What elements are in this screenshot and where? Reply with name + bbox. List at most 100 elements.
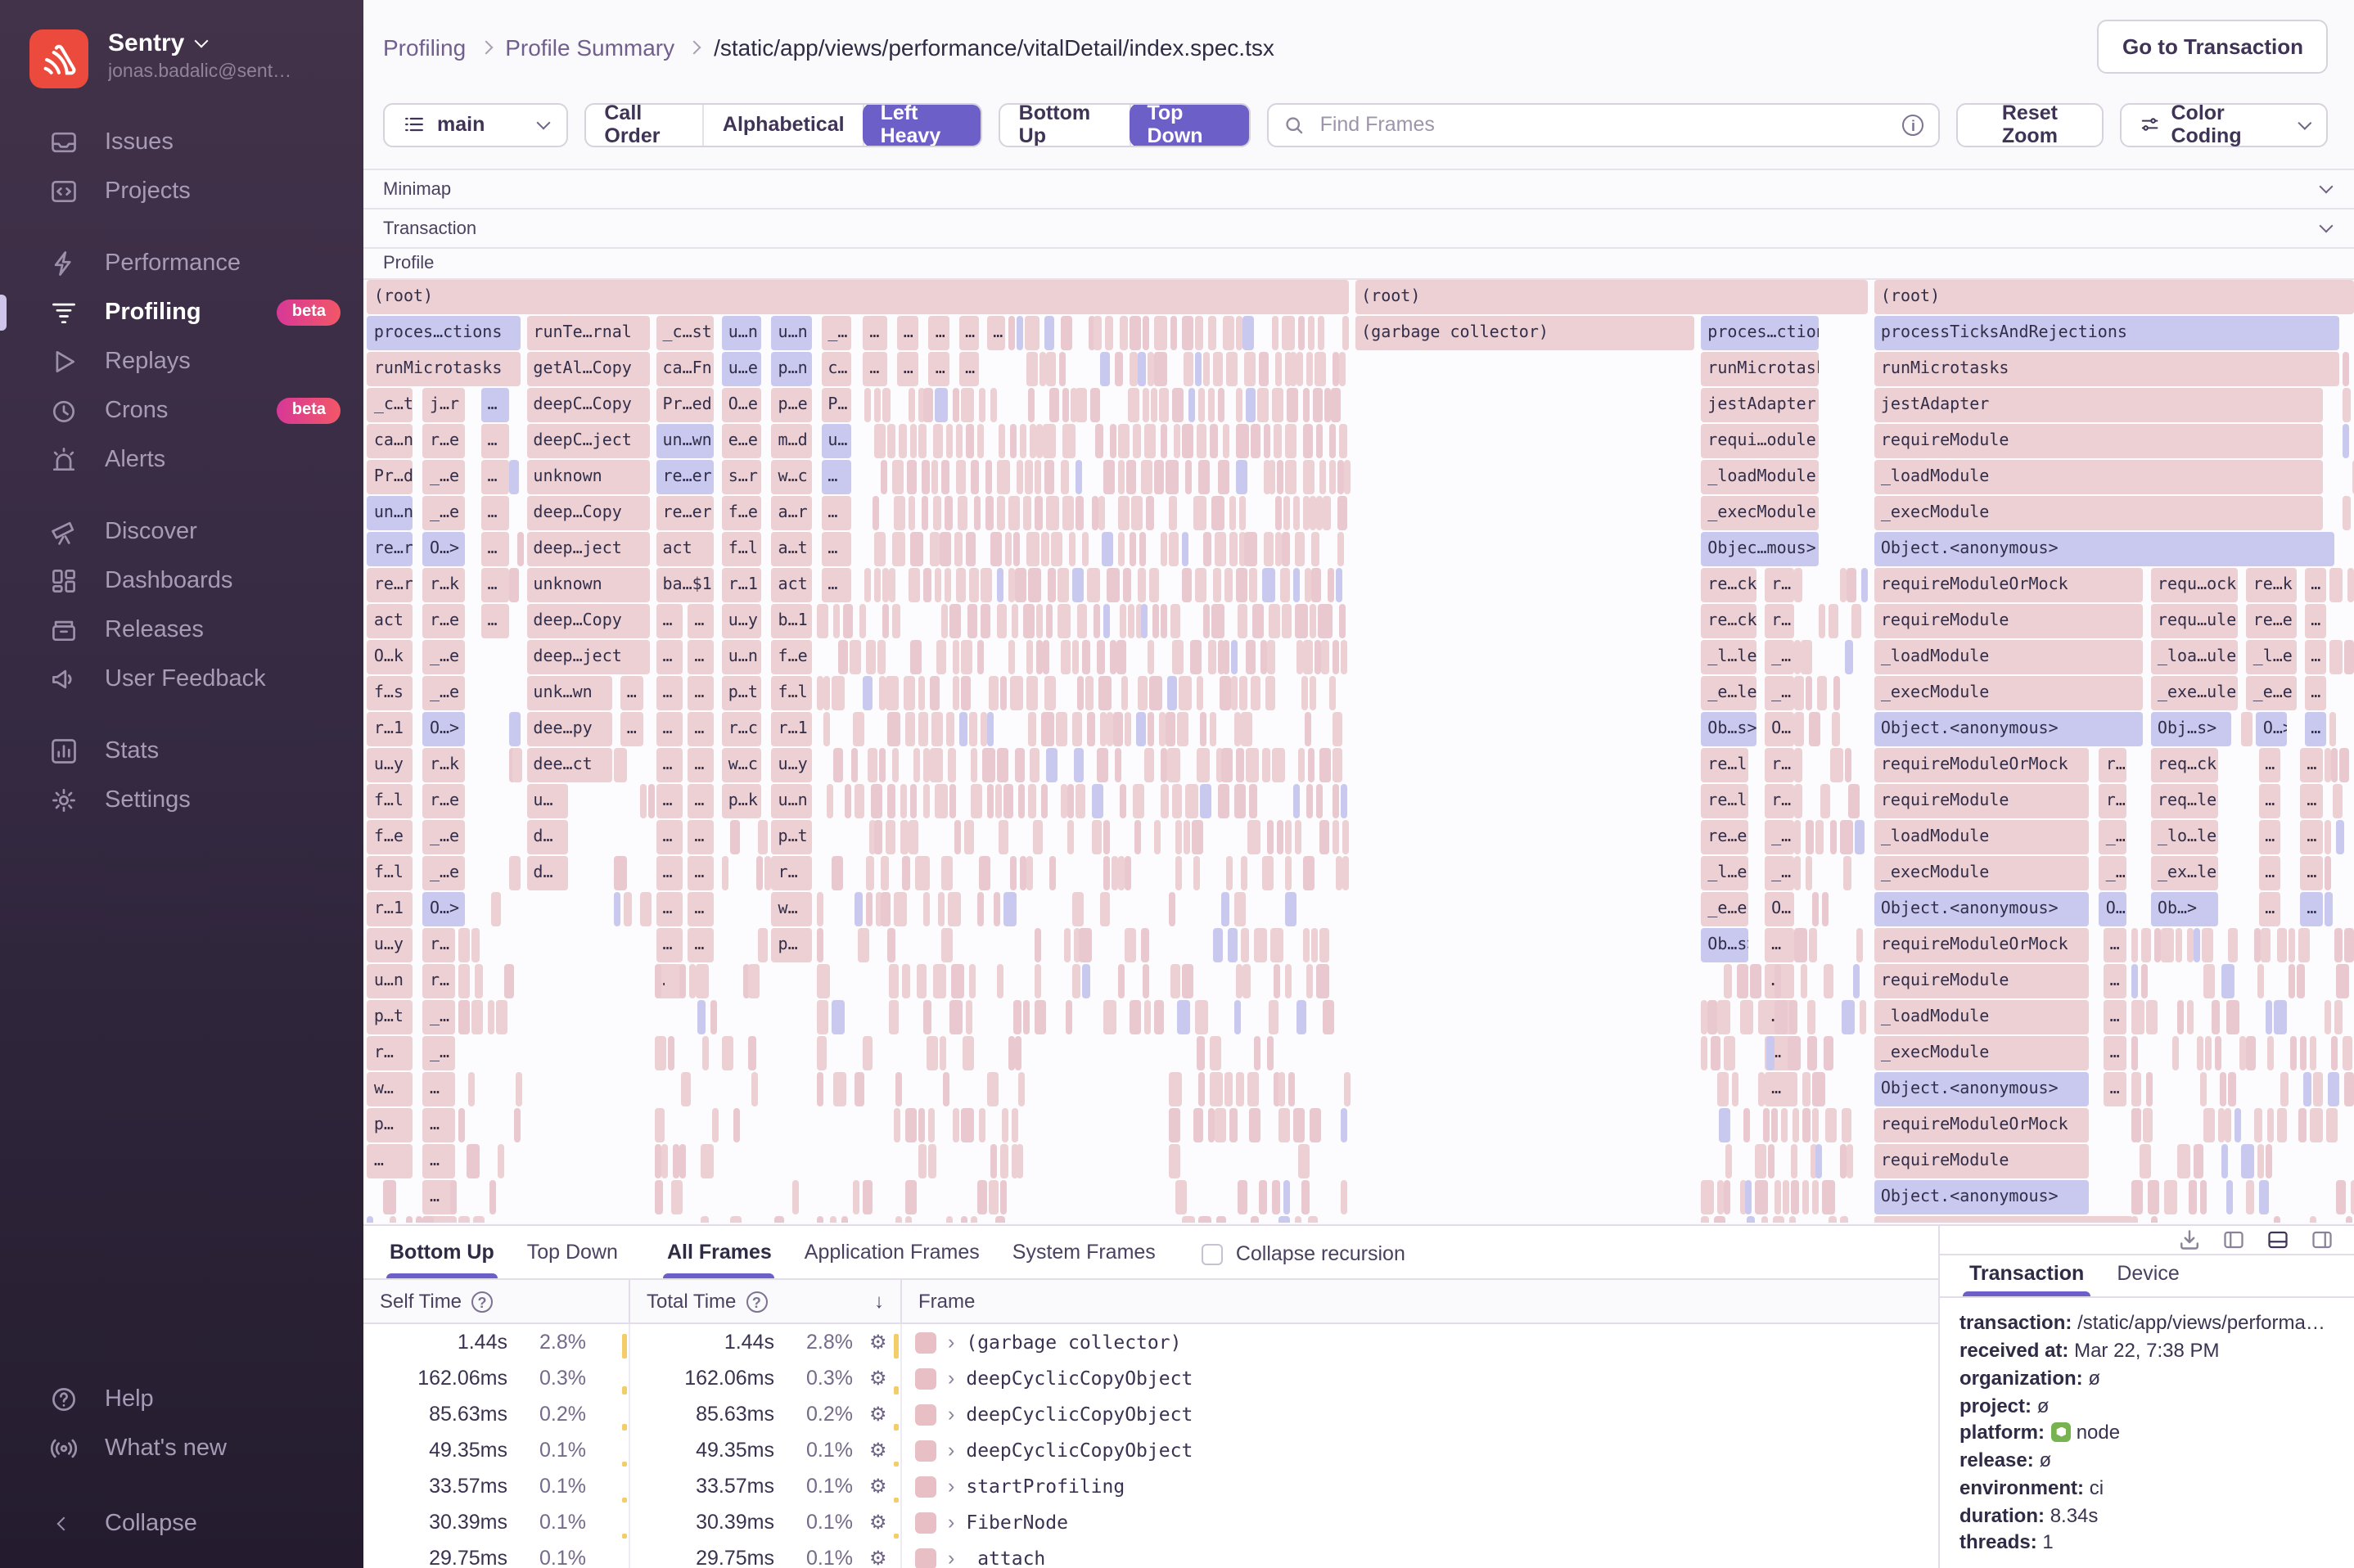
flame-frame[interactable] bbox=[1323, 496, 1332, 530]
flame-frame[interactable] bbox=[2131, 1108, 2138, 1142]
flame-frame[interactable] bbox=[1768, 1144, 1775, 1178]
flame-frame[interactable] bbox=[1173, 424, 1180, 458]
flame-frame[interactable]: … bbox=[2258, 820, 2280, 854]
flame-frame[interactable]: … bbox=[656, 892, 683, 926]
flame-frame[interactable] bbox=[977, 640, 985, 674]
flame-frame[interactable] bbox=[1003, 784, 1013, 818]
flame-frame[interactable] bbox=[1701, 1180, 1714, 1214]
flame-frame[interactable] bbox=[1278, 1108, 1290, 1142]
flame-frame[interactable]: dee…ct bbox=[526, 748, 612, 782]
flame-frame[interactable] bbox=[639, 784, 647, 818]
flame-frame[interactable] bbox=[1207, 388, 1215, 422]
flame-frame[interactable] bbox=[1188, 388, 1196, 422]
flame-frame[interactable] bbox=[1181, 964, 1194, 998]
flame-frame[interactable] bbox=[614, 748, 628, 782]
flame-frame[interactable] bbox=[904, 1180, 917, 1214]
flame-frame[interactable] bbox=[817, 892, 824, 926]
flame-frame[interactable] bbox=[1220, 748, 1233, 782]
flame-frame[interactable] bbox=[995, 784, 1003, 818]
flame-frame[interactable] bbox=[1212, 352, 1223, 386]
flame-frame[interactable] bbox=[654, 1144, 661, 1178]
flame-frame[interactable] bbox=[1008, 568, 1016, 602]
flame-frame[interactable]: m…d bbox=[771, 424, 812, 458]
flame-frame[interactable]: O…> bbox=[422, 532, 465, 566]
flame-frame[interactable]: … bbox=[2304, 640, 2326, 674]
flame-frame[interactable] bbox=[2312, 1072, 2324, 1106]
flame-frame[interactable] bbox=[1310, 604, 1317, 638]
sidebar-item-user-feedback[interactable]: User Feedback bbox=[0, 655, 363, 704]
flame-frame[interactable] bbox=[2267, 1036, 2275, 1070]
flame-frame[interactable]: requireModule bbox=[1874, 604, 2144, 638]
flame-frame[interactable] bbox=[2335, 1180, 2347, 1214]
flame-frame[interactable] bbox=[832, 748, 843, 782]
flame-frame[interactable] bbox=[1058, 352, 1066, 386]
flame-frame[interactable] bbox=[1028, 784, 1037, 818]
flame-frame[interactable]: r…e bbox=[422, 604, 465, 638]
flame-frame[interactable] bbox=[491, 892, 502, 926]
flame-frame[interactable] bbox=[953, 676, 960, 710]
flame-frame[interactable] bbox=[2186, 928, 2194, 962]
flame-frame[interactable]: _…e bbox=[422, 640, 465, 674]
flame-frame[interactable] bbox=[1193, 856, 1200, 890]
flame-frame[interactable] bbox=[1140, 460, 1152, 494]
flame-frame[interactable]: p…k bbox=[721, 784, 762, 818]
flame-frame[interactable] bbox=[1316, 496, 1324, 530]
flame-frame[interactable] bbox=[1301, 1180, 1310, 1214]
flame-frame[interactable] bbox=[866, 856, 875, 890]
flame-frame[interactable] bbox=[495, 1000, 508, 1034]
flame-frame[interactable] bbox=[458, 1108, 466, 1142]
flame-frame[interactable]: O…> bbox=[2256, 712, 2287, 746]
flame-frame[interactable] bbox=[1281, 532, 1291, 566]
flame-frame[interactable] bbox=[1062, 424, 1076, 458]
flame-frame[interactable] bbox=[960, 388, 974, 422]
flame-frame[interactable]: u… bbox=[526, 784, 569, 818]
flame-frame[interactable]: _…e bbox=[422, 676, 465, 710]
flame-frame[interactable] bbox=[654, 1036, 667, 1070]
sort-left-heavy[interactable]: Left Heavy bbox=[862, 104, 981, 145]
flame-frame[interactable]: … bbox=[821, 568, 851, 602]
flame-frame[interactable] bbox=[1305, 568, 1312, 602]
flame-frame[interactable] bbox=[1118, 496, 1130, 530]
flame-frame[interactable] bbox=[1319, 460, 1327, 494]
flame-frame[interactable] bbox=[1014, 748, 1026, 782]
flame-frame[interactable] bbox=[1293, 496, 1301, 530]
flame-frame[interactable]: r…1 bbox=[721, 568, 762, 602]
flame-frame[interactable] bbox=[1315, 784, 1323, 818]
flame-frame[interactable] bbox=[471, 928, 480, 962]
flame-frame[interactable] bbox=[1829, 604, 1838, 638]
flame-frame[interactable] bbox=[998, 424, 1006, 458]
flame-frame[interactable] bbox=[1226, 352, 1238, 386]
flame-frame[interactable] bbox=[2346, 1216, 2353, 1223]
flame-frame[interactable] bbox=[873, 424, 886, 458]
flame-frame[interactable] bbox=[996, 460, 1003, 494]
expand-chevron-icon[interactable]: › bbox=[948, 1511, 955, 1534]
flame-frame[interactable] bbox=[891, 532, 905, 566]
flame-frame[interactable] bbox=[1141, 604, 1148, 638]
flame-frame[interactable] bbox=[1710, 1036, 1721, 1070]
tab-application-frames[interactable]: Application Frames bbox=[804, 1241, 980, 1264]
gear-icon[interactable]: ⚙ bbox=[869, 1511, 887, 1534]
flame-frame[interactable] bbox=[954, 820, 961, 854]
flame-frame[interactable] bbox=[909, 820, 918, 854]
flame-frame[interactable] bbox=[965, 424, 974, 458]
flame-frame[interactable]: … bbox=[821, 460, 851, 494]
section-transaction[interactable]: Transaction bbox=[363, 208, 2354, 247]
flame-frame[interactable] bbox=[1842, 856, 1851, 890]
flame-frame[interactable] bbox=[1195, 568, 1207, 602]
flame-frame[interactable] bbox=[1119, 784, 1127, 818]
flame-frame[interactable]: _… bbox=[422, 1000, 455, 1034]
flame-frame[interactable]: Pr…ed bbox=[656, 388, 714, 422]
flame-frame[interactable] bbox=[1103, 1000, 1116, 1034]
flame-frame[interactable] bbox=[873, 532, 886, 566]
flame-frame[interactable] bbox=[1183, 820, 1190, 854]
flame-frame[interactable] bbox=[1175, 820, 1182, 854]
flame-frame[interactable] bbox=[508, 856, 521, 890]
flame-frame[interactable]: … bbox=[480, 424, 509, 458]
flame-frame[interactable]: … bbox=[656, 856, 683, 890]
flame-frame[interactable] bbox=[1215, 532, 1226, 566]
flame-frame[interactable] bbox=[1293, 568, 1301, 602]
flame-frame[interactable] bbox=[2329, 712, 2336, 746]
flame-frame[interactable] bbox=[450, 1180, 458, 1214]
flame-frame[interactable]: O…> bbox=[422, 712, 465, 746]
flame-frame[interactable] bbox=[1802, 1072, 1811, 1106]
